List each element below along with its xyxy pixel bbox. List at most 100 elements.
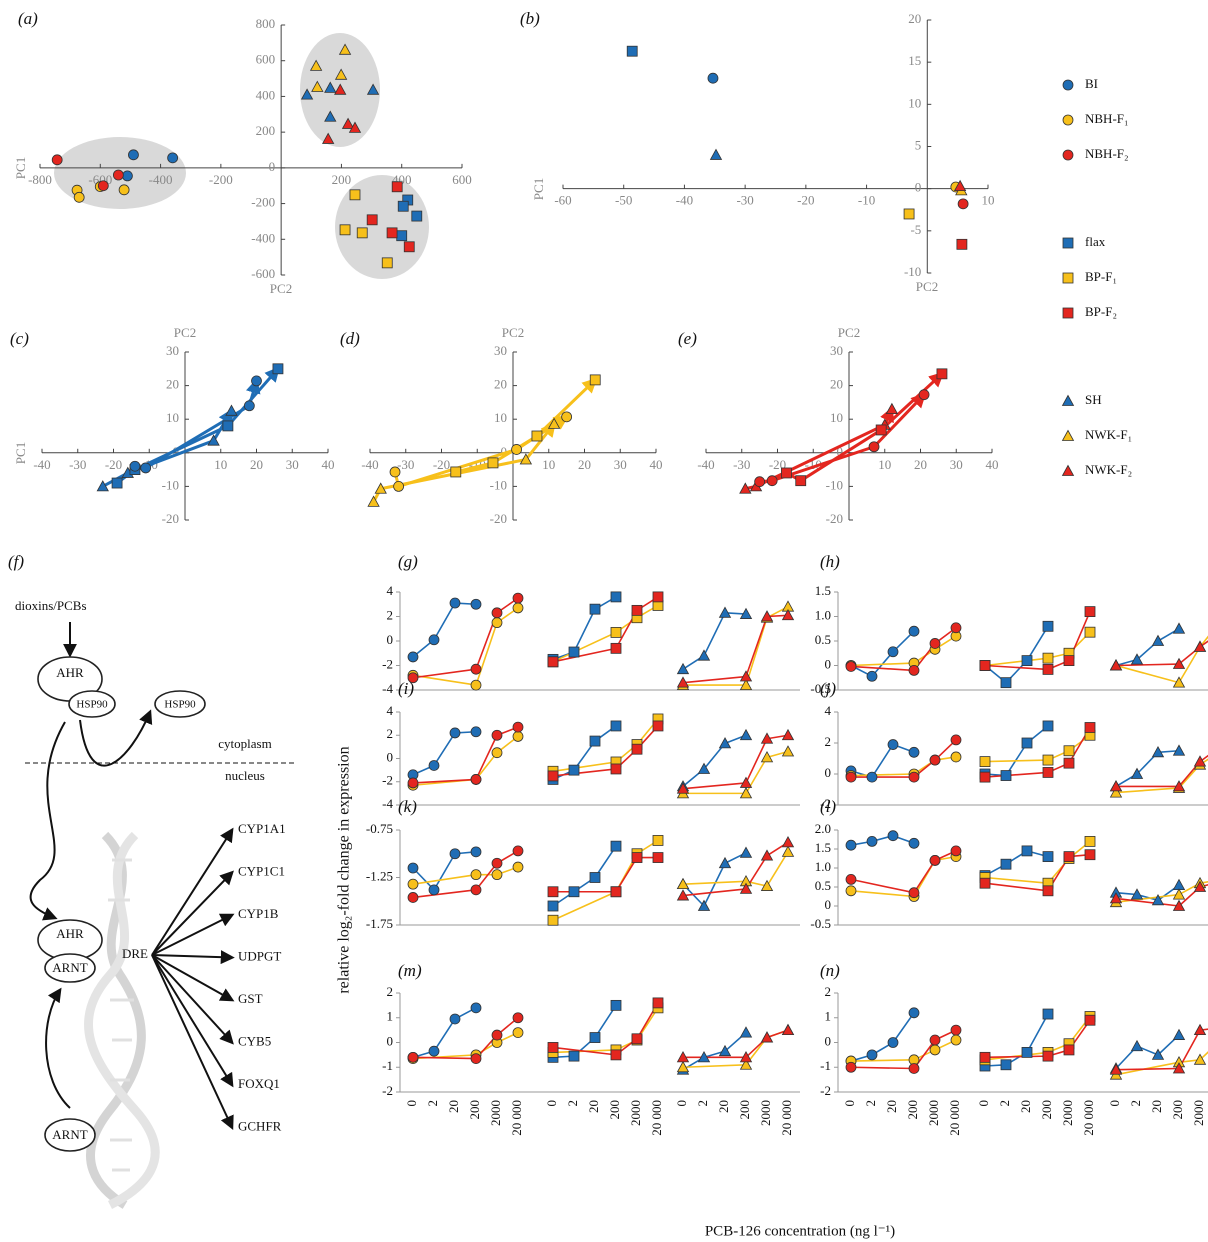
point [531, 430, 543, 442]
y-tick-label: 2 [387, 726, 394, 741]
point [610, 591, 622, 603]
point [403, 241, 415, 253]
x-tick-label: 0 [976, 1100, 991, 1107]
point [449, 1013, 461, 1025]
point [1193, 1023, 1207, 1036]
x-tick-label: 30 [950, 457, 963, 472]
y-tick-label: -2 [820, 796, 831, 811]
point [754, 476, 766, 488]
line-segment [1178, 646, 1201, 684]
trajectory-segment [535, 377, 598, 438]
y-tick-label: 0 [825, 765, 832, 780]
point [428, 884, 440, 896]
point [251, 375, 262, 387]
point [739, 607, 753, 619]
y-tick-label: 400 [256, 87, 276, 102]
line-segment [475, 752, 498, 780]
x-tick-label: 200 [332, 172, 352, 187]
point [589, 603, 601, 615]
point [957, 198, 969, 210]
y-tick-label: 2 [825, 984, 832, 999]
y-tick-label: -4 [382, 796, 393, 811]
line-segment [412, 1056, 477, 1060]
y-tick-label: -2 [382, 773, 393, 788]
arrow [45, 987, 71, 1109]
point [128, 149, 139, 161]
panel-label: (l) [820, 797, 836, 816]
point [1042, 1008, 1054, 1020]
y-tick-label: -10 [904, 264, 921, 279]
point [1151, 634, 1165, 646]
point [631, 743, 643, 755]
y-tick-label: 10 [830, 410, 843, 425]
point [407, 878, 419, 890]
trajectory-segment [872, 392, 927, 448]
y-tick-label: -1.25 [366, 868, 393, 883]
point [487, 457, 499, 469]
point [918, 389, 930, 401]
point [845, 839, 857, 851]
line-segment [984, 657, 1049, 667]
point [739, 678, 753, 690]
line-segment [1115, 897, 1180, 907]
legend-label: NBH-F₁ [1085, 111, 1129, 126]
line-segment [703, 612, 726, 657]
arrow [151, 950, 235, 965]
point [631, 852, 643, 863]
point [1042, 754, 1054, 766]
panel-label: (n) [820, 961, 840, 980]
point [311, 80, 324, 92]
point [697, 1051, 711, 1063]
y-tick-label: 0 [501, 444, 508, 459]
y-tick-label: -10 [490, 477, 507, 492]
point [96, 480, 109, 492]
point [739, 776, 753, 788]
line-segment [552, 647, 617, 663]
y-axis-label: PC1 [13, 442, 28, 464]
y-tick-label: 4 [387, 703, 394, 718]
y-tick-label: 0 [837, 444, 844, 459]
point [718, 737, 732, 749]
y-tick-label: 800 [256, 16, 276, 31]
x-tick-label: -40 [697, 457, 714, 472]
x-tick-label: 20 000 [947, 1100, 962, 1136]
point [512, 602, 524, 614]
point [950, 1024, 962, 1036]
x-tick-label: -40 [361, 457, 378, 472]
point [845, 661, 857, 672]
line-segment [1199, 640, 1208, 648]
point [366, 214, 378, 226]
point [781, 845, 795, 857]
x-tick-label: -400 [149, 172, 173, 187]
point [225, 404, 238, 416]
point [875, 424, 887, 436]
point [1042, 720, 1054, 732]
point [887, 646, 899, 658]
point [1042, 885, 1054, 897]
x-axis-label: PC2 [502, 325, 524, 340]
point [866, 771, 878, 783]
line-segment [552, 761, 617, 773]
point [676, 1051, 690, 1063]
line-segment [984, 771, 1049, 778]
gene-label: GCHFR [238, 1118, 282, 1133]
legend-marker [1062, 149, 1074, 161]
point [868, 441, 880, 453]
point [887, 830, 899, 842]
x-tick-label: 0 [1107, 1100, 1122, 1107]
point [1151, 745, 1165, 758]
x-tick-label: 40 [650, 457, 663, 472]
point [781, 608, 795, 621]
panel-label: (h) [820, 552, 840, 571]
point [979, 877, 991, 889]
point [845, 771, 857, 783]
point [407, 651, 419, 663]
x-tick-label: 2000 [1060, 1100, 1075, 1126]
x-tick-label: 2000 [926, 1100, 941, 1126]
trajectory-segment [799, 428, 882, 482]
y-tick-label: 0.5 [815, 632, 831, 647]
point [739, 670, 753, 682]
legend-marker [1062, 114, 1074, 126]
